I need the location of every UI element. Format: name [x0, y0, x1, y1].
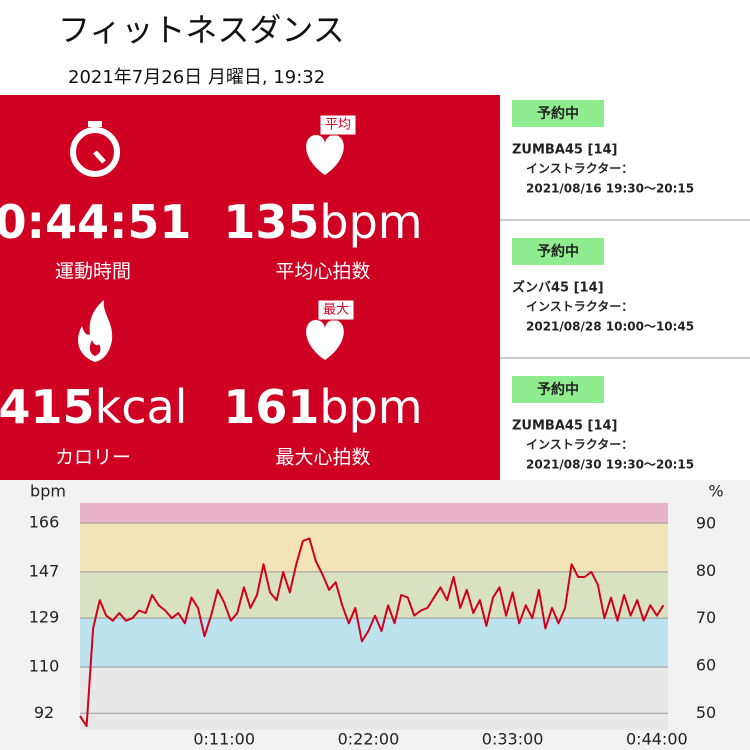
y2-tick-label: 60 [696, 656, 716, 675]
badge-text: 平均 [325, 118, 351, 133]
y-tick-label: 92 [34, 703, 54, 722]
x-tick-label: 0:33:00 [482, 730, 544, 749]
class-name: ZUMBA45 [14] [512, 419, 617, 434]
stat-label: 平均心拍数 [275, 261, 370, 283]
reservations: 予約中 ZUMBA45 [14] インストラクター： 2021/08/16 19:30… [500, 100, 750, 472]
stats: 0:44:51運動時間135bpm平均心拍数415kcalカロリー161bpm最… [0, 195, 423, 469]
stat-value: 161bpm [223, 380, 422, 434]
x-tick-label: 0:44:00 [626, 730, 688, 749]
page-title: フィットネスダンス [58, 11, 345, 49]
heart-icon [306, 320, 344, 360]
y2-tick-label: 70 [696, 608, 716, 627]
y-tick-label: 129 [29, 608, 60, 627]
zone [80, 667, 668, 714]
y2-tick-label: 50 [696, 703, 716, 722]
stat-number: 415 [0, 380, 95, 434]
stopwatch-icon [70, 121, 120, 177]
instructor: インストラクター： [526, 162, 633, 176]
zone [80, 503, 668, 524]
status-text: 予約中 [537, 381, 579, 398]
stat-value: 415kcal [0, 380, 187, 434]
stat-unit: kcal [95, 380, 188, 434]
status-text: 予約中 [537, 105, 579, 122]
stat-number: 135 [223, 195, 319, 249]
status-badge [512, 376, 604, 403]
stat-label: 最大心拍数 [275, 447, 370, 469]
badge [317, 299, 355, 321]
y-axis-label: bpm [30, 482, 66, 501]
stat-label: カロリー [55, 447, 131, 469]
flame-icon [78, 300, 113, 362]
y2-tick-label: 80 [696, 561, 716, 580]
class-name: ズンバ45 [14] [512, 280, 604, 296]
stat-number: 0:44:51 [0, 195, 191, 249]
date: 2021年7月26日 月曜日, 19:32 [68, 67, 325, 88]
stat-unit: bpm [319, 195, 422, 249]
time: 2021/08/28 10:00～10:45 [526, 320, 694, 334]
instructor: インストラクター： [526, 438, 633, 452]
badge-text: 最大 [323, 303, 349, 318]
zone [80, 618, 668, 668]
y-tick-label: 147 [29, 561, 60, 580]
y-tick-label: 110 [29, 657, 60, 676]
y2-tick-label: 90 [696, 514, 716, 533]
time: 2021/08/16 19:30～20:15 [526, 182, 694, 196]
status-badge [512, 238, 604, 265]
badge [319, 114, 357, 136]
heart-rate-line [79, 537, 665, 728]
zone [80, 713, 668, 730]
y-tick-label: 166 [29, 513, 60, 532]
stat-number: 161 [223, 380, 319, 434]
time: 2021/08/30 19:30～20:15 [526, 458, 694, 472]
status-text: 予約中 [537, 243, 579, 260]
class-name: ZUMBA45 [14] [512, 143, 617, 158]
y2-axis-label: % [708, 482, 723, 501]
instructor: インストラクター： [526, 300, 633, 314]
zone [80, 523, 668, 572]
stat-unit: bpm [319, 380, 422, 434]
x-tick-label: 0:11:00 [193, 730, 255, 749]
stats-panel [0, 95, 500, 480]
status-badge [512, 100, 604, 127]
x-tick-label: 0:22:00 [338, 730, 400, 749]
stat-value: 135bpm [223, 195, 422, 249]
stat-label: 運動時間 [55, 261, 131, 283]
zone [80, 571, 668, 619]
stat-value: 0:44:51 [0, 195, 191, 249]
heart-icon [306, 135, 344, 175]
chart: 92 110 129 147 166 50 60 70 80 90 0:11:00 0:22:00 0:… [29, 503, 716, 749]
